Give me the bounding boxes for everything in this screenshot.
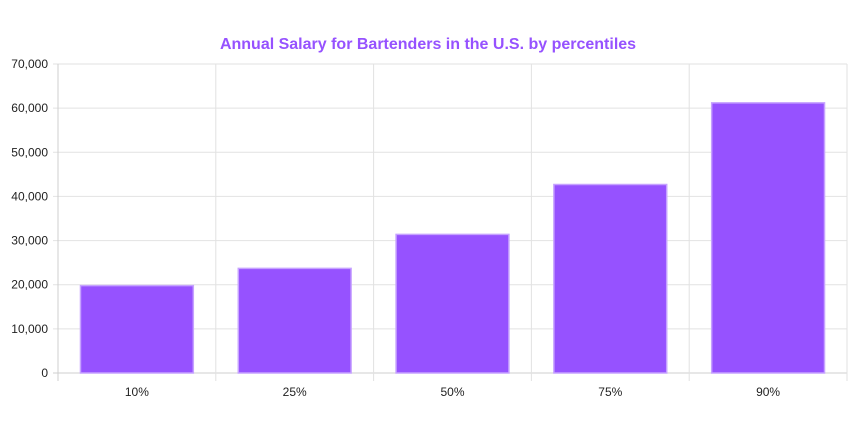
x-tick-label: 10% (125, 385, 149, 399)
y-tick-label: 0 (41, 366, 48, 380)
x-tick-label: 90% (756, 385, 780, 399)
y-tick-label: 20,000 (11, 278, 48, 292)
y-tick-label: 40,000 (11, 189, 48, 203)
bar-50pct[interactable] (395, 233, 510, 374)
x-tick-label: 25% (283, 385, 307, 399)
chart-title: Annual Salary for Bartenders in the U.S.… (220, 36, 636, 53)
bar-90pct[interactable] (710, 102, 826, 374)
y-tick-label: 50,000 (11, 145, 48, 159)
bar-75pct[interactable] (553, 183, 668, 374)
y-axis-ticks: 0 10,000 20,000 30,000 40,000 50,000 60,000 70,… (11, 57, 48, 380)
y-tick-label: 30,000 (11, 234, 48, 248)
x-tick-label: 50% (440, 385, 464, 399)
bar-25pct[interactable] (237, 267, 352, 374)
bar-10pct[interactable] (79, 284, 195, 374)
y-tick-label: 60,000 (11, 101, 48, 115)
bars (79, 102, 826, 374)
x-tick-label: 75% (598, 385, 622, 399)
grid-lines (53, 63, 848, 381)
x-axis-ticks: 10% 25% 50% 75% 90% (125, 385, 781, 399)
y-tick-label: 10,000 (11, 322, 48, 336)
y-tick-label: 70,000 (11, 57, 48, 71)
